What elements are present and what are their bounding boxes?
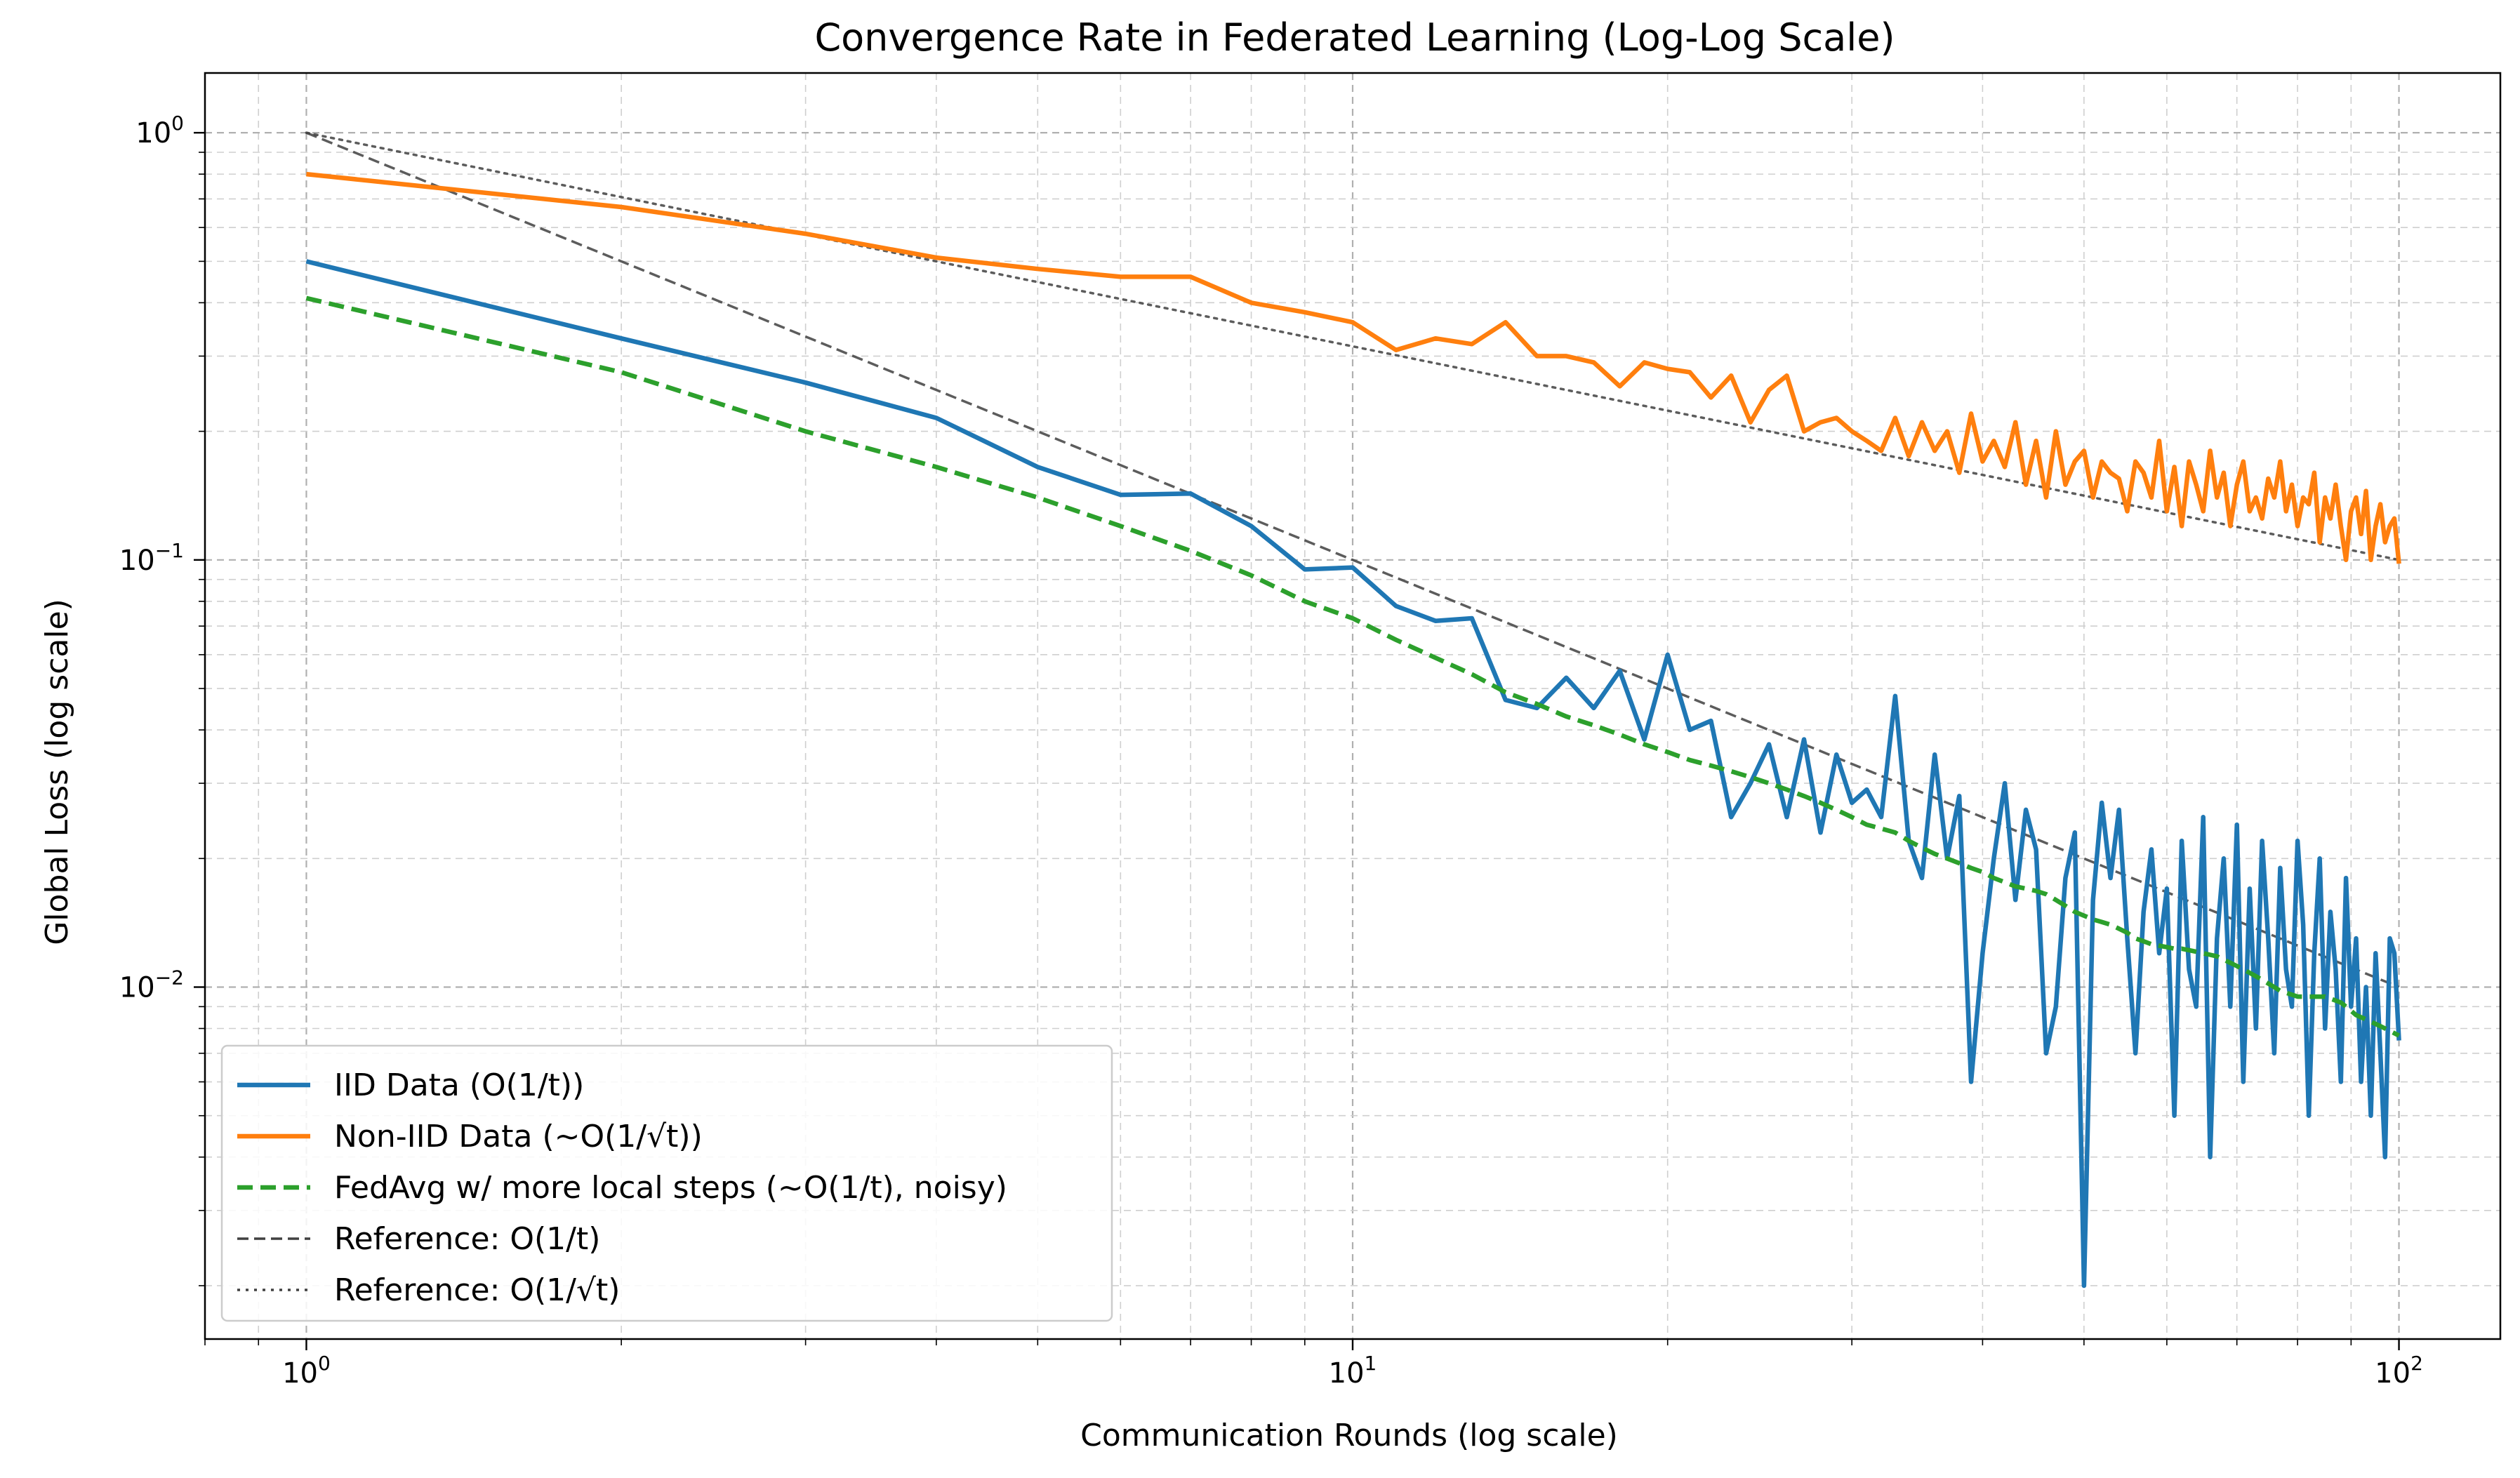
series-line-0 bbox=[305, 259, 2401, 1289]
y-tick-label: 10−2 bbox=[119, 966, 184, 1004]
x-axis-label: Communication Rounds (log scale) bbox=[1080, 1418, 1618, 1453]
y-axis-label: Global Loss (log scale) bbox=[39, 599, 75, 945]
grid-lines bbox=[204, 73, 2500, 1339]
legend: IID Data (O(1/t)) Non-IID Data (~O(1/√t))… bbox=[220, 1044, 1113, 1322]
x-tick-label: 101 bbox=[1329, 1352, 1377, 1390]
legend-label-1: Non-IID Data (~O(1/√t)) bbox=[334, 1119, 703, 1154]
legend-label-2: FedAvg w/ more local steps (~O(1/t), noi… bbox=[334, 1170, 1007, 1206]
x-tick-label: 102 bbox=[2375, 1352, 2423, 1390]
series-line-2 bbox=[305, 295, 2401, 1038]
series-line-4 bbox=[305, 131, 2401, 561]
axes: 100 101 102 100 10−1 10−2 bbox=[119, 112, 2423, 1390]
x-tick-label: 100 bbox=[282, 1352, 331, 1390]
legend-label-4: Reference: O(1/√t) bbox=[334, 1272, 620, 1308]
legend-label-0: IID Data (O(1/t)) bbox=[334, 1067, 584, 1103]
legend-box bbox=[220, 1044, 1113, 1322]
y-tick-label: 100 bbox=[135, 112, 184, 149]
y-tick-label: 10−1 bbox=[119, 539, 184, 577]
series-layer bbox=[305, 131, 2401, 1289]
chart-title: Convergence Rate in Federated Learning (… bbox=[814, 15, 1895, 60]
legend-label-3: Reference: O(1/t) bbox=[334, 1221, 600, 1257]
series-line-1 bbox=[306, 171, 2401, 564]
